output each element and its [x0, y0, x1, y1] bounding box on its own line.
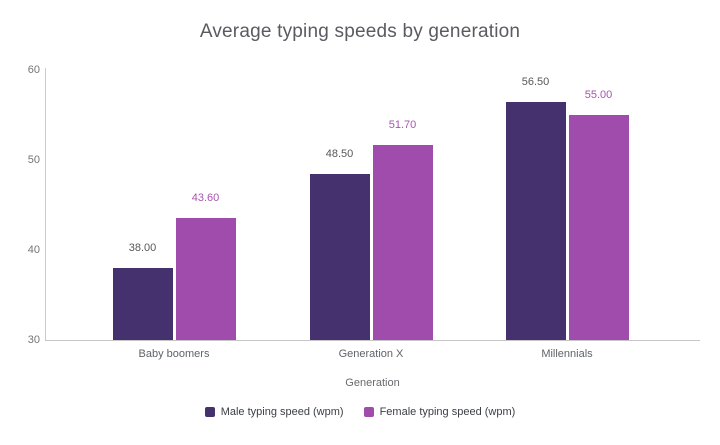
legend: Male typing speed (wpm) Female typing sp… [0, 406, 720, 418]
x-axis-line [45, 340, 700, 341]
chart-title: Average typing speeds by generation [199, 21, 521, 42]
x-axis-title: Generation [345, 377, 400, 389]
bar-value-label: 55.00 [584, 89, 613, 101]
bar-female-millennials[interactable] [568, 115, 629, 340]
bar-value-label: 38.00 [128, 242, 157, 254]
legend-item-male[interactable]: Male typing speed (wpm) [204, 406, 344, 418]
x-category-label-generation-x: Generation X [338, 348, 404, 360]
bar-male-baby-boomers[interactable] [112, 268, 173, 340]
legend-item-female[interactable]: Female typing speed (wpm) [363, 406, 516, 418]
y-tick-label: 50 [27, 154, 40, 166]
bar-value-label: 48.50 [325, 147, 354, 160]
x-category-label-millennials: Millennials [541, 348, 593, 360]
legend-swatch-male-icon [204, 407, 215, 417]
y-tick-label: 60 [27, 64, 40, 76]
y-tick-label: 40 [27, 244, 40, 256]
bar-male-millennials[interactable] [505, 101, 566, 340]
bar-value-label: 56.50 [521, 75, 550, 88]
legend-label-male: Male typing speed (wpm) [220, 406, 344, 418]
y-tick-label: 30 [27, 334, 40, 346]
bar-male-generation-x[interactable] [309, 173, 370, 340]
legend-swatch-female-icon [363, 407, 374, 417]
y-axis-line [45, 68, 46, 340]
bar-value-label: 51.70 [388, 118, 417, 131]
bar-value-label: 43.60 [191, 191, 220, 204]
legend-label-female: Female typing speed (wpm) [379, 406, 516, 418]
bar-female-generation-x[interactable] [372, 144, 433, 340]
bar-female-baby-boomers[interactable] [175, 217, 236, 340]
x-category-label-baby-boomers: Baby boomers [138, 348, 210, 360]
